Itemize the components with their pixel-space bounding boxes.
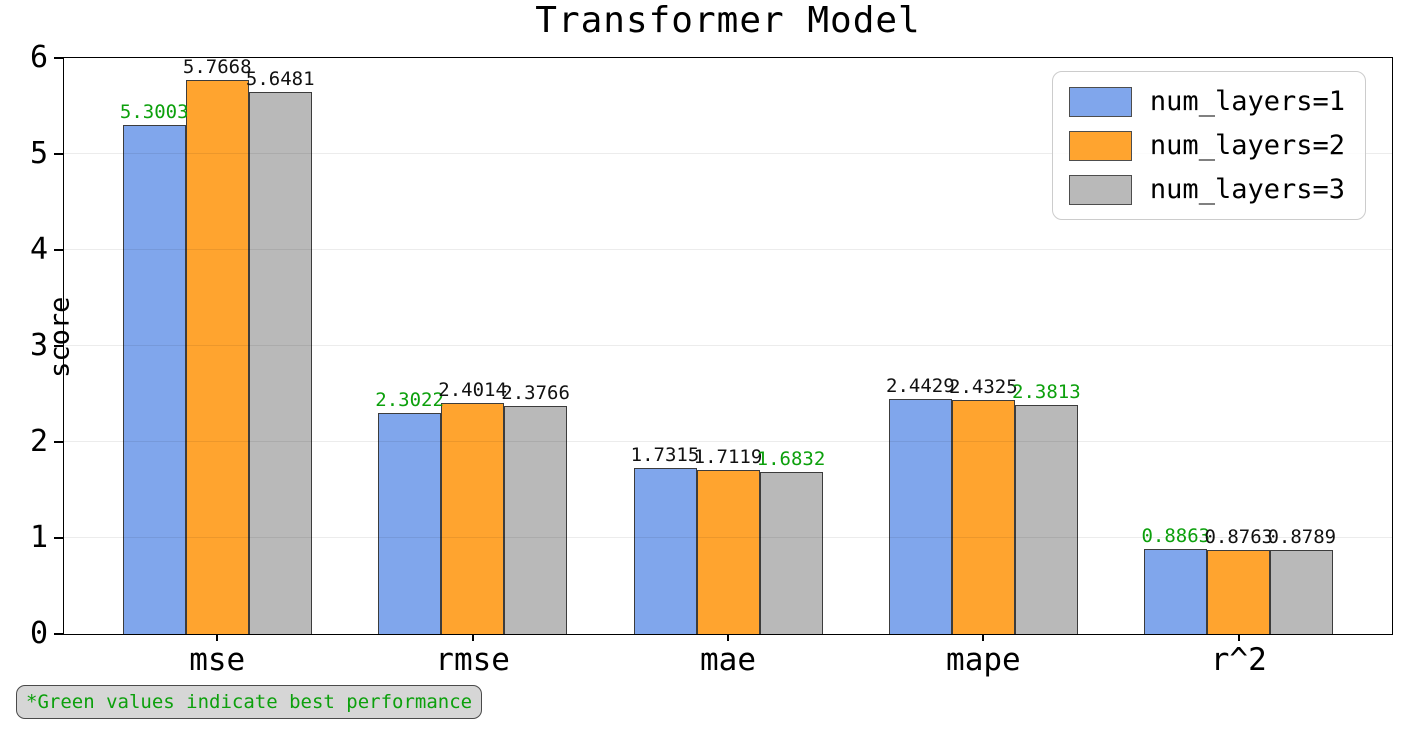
- y-axis-tick: [54, 57, 64, 59]
- x-axis-tick: [216, 634, 219, 641]
- bar-value-label: 0.8863: [1141, 524, 1211, 547]
- y-axis-tick: [54, 633, 64, 635]
- legend-entry: num_layers=3: [1068, 174, 1345, 205]
- bar-num_layers=3-r^2: 0.8789: [1267, 526, 1336, 634]
- bar-value-label: 0.8789: [1267, 525, 1337, 548]
- bar-num_layers=3-rmse: 2.3766: [501, 382, 570, 634]
- y-tick-label: 6: [29, 40, 48, 75]
- note-text: *Green values indicate best performance: [26, 691, 473, 713]
- y-tick-label: 2: [29, 424, 48, 459]
- bar-num_layers=2-rmse: 2.4014: [438, 379, 507, 634]
- y-axis-tick: [54, 153, 64, 155]
- bar-group-mse: 5.3003 5.7668 5.6481: [120, 56, 315, 634]
- note-box: *Green values indicate best performance: [16, 685, 483, 719]
- bar-group-mape: 2.4429 2.4325 2.3813: [886, 58, 1081, 634]
- legend-swatch-orange: [1068, 130, 1132, 161]
- x-tick-label-mae: mae: [700, 642, 756, 678]
- legend-label: num_layers=3: [1149, 174, 1345, 205]
- x-axis-tick: [982, 634, 985, 641]
- y-tick-label: 5: [29, 136, 48, 171]
- y-tick-label: 1: [29, 520, 48, 555]
- x-axis-tick: [727, 634, 729, 641]
- x-tick-label-mape: mape: [946, 642, 1021, 678]
- x-tick-label-r^2: r^2: [1210, 642, 1267, 678]
- bar-value-label: 5.3003: [119, 101, 189, 124]
- y-axis-tick: [54, 441, 64, 444]
- bar-num_layers=2-mae: 1.7119: [694, 446, 762, 634]
- bar-num_layers=1-rmse: 2.3022: [375, 389, 444, 634]
- chart-title: Transformer Model: [535, 0, 921, 41]
- bar-value-label: 0.8763: [1204, 525, 1274, 548]
- legend-entry: num_layers=2: [1068, 130, 1345, 161]
- bar-value-label: 2.4429: [886, 375, 955, 398]
- legend-entry: num_layers=1: [1068, 86, 1345, 117]
- bar-value-label: 5.7668: [182, 56, 252, 79]
- legend-swatch-gray: [1068, 174, 1132, 205]
- y-tick-label: 3: [29, 328, 48, 363]
- legend-label: num_layers=2: [1149, 130, 1345, 161]
- legend-swatch-blue: [1068, 86, 1132, 117]
- bar-value-label: 2.4325: [949, 376, 1018, 399]
- legend-label: num_layers=1: [1149, 86, 1345, 117]
- y-axis-title: score: [44, 296, 76, 378]
- bar-num_layers=1-mape: 2.4429: [886, 375, 955, 634]
- legend: num_layers=1 num_layers=2 num_layers=3: [1051, 71, 1366, 220]
- bar-group-rmse: 2.3022 2.4014 2.3766: [375, 58, 570, 634]
- bar-value-label: 2.3813: [1012, 381, 1081, 404]
- bar-num_layers=1-mse: 5.3003: [120, 101, 189, 634]
- bar-num_layers=3-mape: 2.3813: [1012, 381, 1081, 634]
- bar-num_layers=1-mae: 1.7315: [631, 444, 699, 634]
- bar-value-label: 1.7119: [693, 445, 763, 468]
- y-tick-label: 4: [29, 232, 48, 267]
- y-tick-label: 0: [29, 616, 48, 651]
- bar-group-r^2: 0.8863 0.8763 0.8789: [1141, 58, 1336, 634]
- bar-num_layers=3-mae: 1.6832: [757, 448, 825, 634]
- bar-group-mae: 1.7315 1.7119 1.6832: [631, 58, 825, 634]
- x-axis-tick: [1237, 634, 1240, 641]
- bar-value-label: 1.6832: [756, 448, 826, 471]
- bar-value-label: 2.3766: [501, 381, 570, 404]
- bar-num_layers=2-mse: 5.7668: [183, 56, 252, 634]
- y-axis-tick: [54, 345, 64, 347]
- x-tick-label-rmse: rmse: [435, 642, 510, 678]
- y-axis-tick: [54, 537, 64, 540]
- x-tick-label-mse: mse: [189, 642, 246, 678]
- bar-value-label: 2.3022: [375, 389, 444, 411]
- bar-num_layers=2-r^2: 0.8763: [1204, 526, 1273, 634]
- x-axis-tick: [471, 634, 474, 641]
- bar-value-label: 2.4014: [438, 379, 507, 402]
- bar-num_layers=3-mse: 5.6481: [246, 68, 315, 634]
- bar-num_layers=1-r^2: 0.8863: [1141, 525, 1210, 634]
- bar-value-label: 5.6481: [245, 67, 315, 90]
- bar-num_layers=2-mape: 2.4325: [949, 376, 1018, 634]
- plot-area: score num_layers=1 num_layers=2 num_laye…: [30, 43, 1393, 678]
- bar-value-label: 1.7315: [630, 443, 700, 466]
- y-axis-tick: [54, 249, 64, 252]
